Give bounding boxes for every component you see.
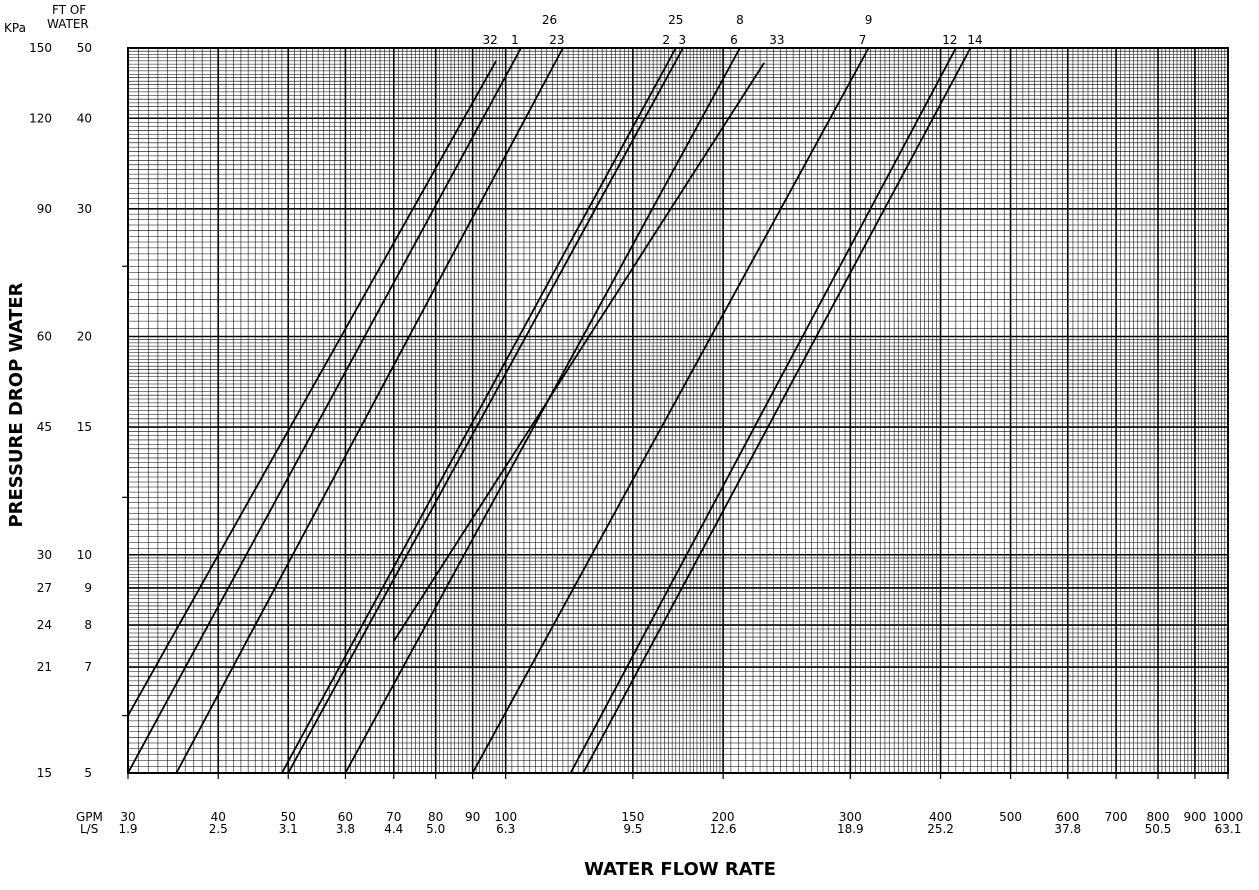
- series-label: 32: [482, 33, 497, 47]
- x-tick-gpm: 1000: [1213, 810, 1244, 824]
- x-tick-ls: 3.8: [336, 822, 355, 836]
- y-unit-ft-label: FT OF WATER: [47, 3, 89, 31]
- x-tick-gpm: 90: [465, 810, 480, 824]
- series-label: 9: [865, 13, 873, 27]
- series-label: 8: [736, 13, 744, 27]
- x-axis-title: WATER FLOW RATE: [584, 859, 776, 880]
- series-label: 6: [730, 33, 738, 47]
- series-label: 14: [967, 33, 982, 47]
- series-labels: 26 25 8 932 1 23 2 3 6 33 7 12 14: [482, 13, 982, 47]
- y-tick-kpa: 21: [37, 660, 52, 674]
- series-line-2-25: [281, 47, 677, 774]
- x-unit-gpm-label: GPM: [76, 810, 103, 824]
- x-tick-ls: 18.9: [837, 822, 864, 836]
- x-tick-gpm: 40: [211, 810, 226, 824]
- series-label: 2: [662, 33, 670, 47]
- x-tick-ls: 12.6: [710, 822, 737, 836]
- x-tick-gpm: 300: [839, 810, 862, 824]
- series-label: 33: [769, 33, 784, 47]
- series-label: 3: [679, 33, 687, 47]
- series-line-32: [127, 60, 497, 717]
- y-tick-ft: 5: [84, 766, 92, 780]
- y-tick-ft: 20: [77, 330, 92, 344]
- series-line-8-6: [344, 47, 741, 774]
- x-tick-gpm: 150: [621, 810, 644, 824]
- series-line-14: [582, 47, 972, 774]
- minor-gridlines: [127, 47, 1229, 774]
- y-tick-kpa: 27: [37, 581, 52, 595]
- y-tick-ft: 10: [77, 548, 92, 562]
- x-tick-ls: 37.8: [1054, 822, 1081, 836]
- x-tick-gpm: 600: [1056, 810, 1079, 824]
- x-tick-gpm: 30: [120, 810, 135, 824]
- y-tick-ft: 40: [77, 111, 92, 125]
- y-tick-labels: 150 50 120 40 90 30 60 20 45 15 30 10 27 9 24 8 21 7 15 5: [29, 41, 92, 780]
- y-tick-kpa: 24: [37, 618, 52, 632]
- series-label: 12: [942, 33, 957, 47]
- y-tick-ft: 30: [77, 202, 92, 216]
- x-tick-ls: 2.5: [209, 822, 228, 836]
- x-tick-ls: 3.1: [279, 822, 298, 836]
- x-tick-gpm: 100: [494, 810, 517, 824]
- x-tick-ls: 6.3: [496, 822, 515, 836]
- y-tick-kpa: 45: [37, 420, 52, 434]
- x-tick-ls: 5.0: [426, 822, 445, 836]
- series-label: 26: [542, 13, 557, 27]
- series-label: 25: [668, 13, 683, 27]
- series-lines: [127, 47, 972, 774]
- y-tick-ft: 8: [84, 618, 92, 632]
- x-tick-gpm: 80: [428, 810, 443, 824]
- plot-frame: [127, 47, 1229, 774]
- series-line-9-7: [471, 47, 870, 774]
- y-tick-kpa: 90: [37, 202, 52, 216]
- series-label: 23: [549, 33, 564, 47]
- y-tick-ft: 7: [84, 660, 92, 674]
- series-line-33: [393, 62, 765, 642]
- x-tick-ls: 9.5: [623, 822, 642, 836]
- major-gridlines: [122, 47, 1229, 779]
- series-line-3: [287, 47, 684, 774]
- series-label: 1: [511, 33, 519, 47]
- y-tick-ft: 50: [77, 41, 92, 55]
- x-tick-ls: 1.9: [118, 822, 137, 836]
- x-tick-ls: 50.5: [1145, 822, 1172, 836]
- series-line-1: [127, 47, 522, 774]
- y-unit-kpa-label: KPa: [4, 21, 26, 35]
- x-tick-gpm: 200: [712, 810, 735, 824]
- y-tick-kpa: 60: [37, 330, 52, 344]
- y-tick-ft: 9: [84, 581, 92, 595]
- y-axis-title: PRESSURE DROP WATER: [6, 282, 27, 527]
- y-tick-kpa: 15: [37, 766, 52, 780]
- series-label: 7: [859, 33, 867, 47]
- x-unit-ls-label: L/S: [80, 822, 98, 836]
- x-tick-ls: 4.4: [384, 822, 403, 836]
- y-tick-kpa: 30: [37, 548, 52, 562]
- x-tick-gpm: 800: [1147, 810, 1170, 824]
- series-line-26-23: [175, 47, 564, 774]
- y-tick-ft: 15: [77, 420, 92, 434]
- x-tick-gpm: 400: [929, 810, 952, 824]
- x-tick-gpm: 50: [281, 810, 296, 824]
- x-tick-gpm: 70: [386, 810, 401, 824]
- series-line-12: [569, 47, 957, 774]
- x-tick-gpm: 500: [999, 810, 1022, 824]
- x-tick-ls: 63.1: [1215, 822, 1242, 836]
- x-tick-gpm: 700: [1105, 810, 1128, 824]
- y-tick-kpa: 150: [29, 41, 52, 55]
- x-tick-ls: 25.2: [927, 822, 954, 836]
- x-tick-gpm: 900: [1183, 810, 1206, 824]
- x-tick-gpm: 60: [338, 810, 353, 824]
- y-tick-kpa: 120: [29, 111, 52, 125]
